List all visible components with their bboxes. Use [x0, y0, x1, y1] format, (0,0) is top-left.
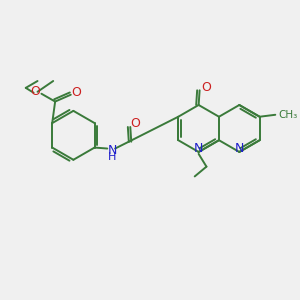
Text: H: H — [108, 152, 116, 162]
Text: O: O — [31, 85, 40, 98]
Text: O: O — [131, 117, 141, 130]
Text: O: O — [72, 86, 82, 99]
Text: N: N — [235, 142, 244, 154]
Text: O: O — [202, 81, 212, 94]
Text: N: N — [107, 144, 117, 157]
Text: CH₃: CH₃ — [278, 110, 298, 120]
Text: N: N — [194, 142, 203, 154]
